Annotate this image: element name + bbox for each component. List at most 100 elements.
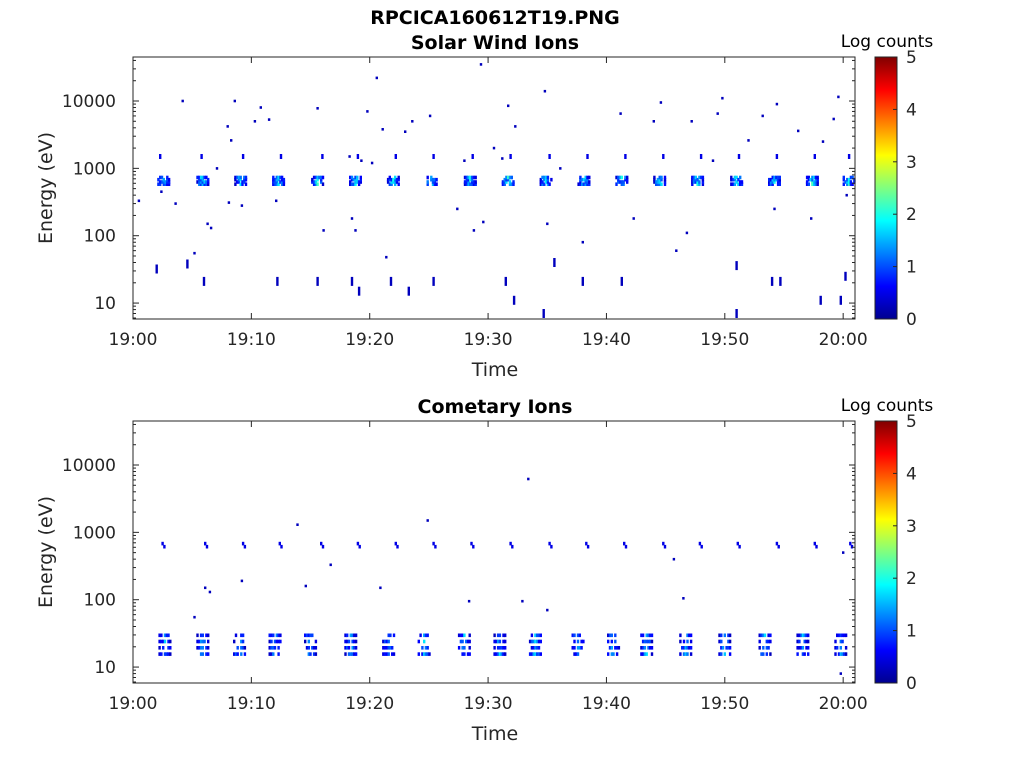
data-cell-main-band — [626, 180, 629, 184]
data-cell-main-band — [199, 182, 203, 186]
data-cell-700eV — [280, 544, 283, 549]
data-cell-low-band — [580, 646, 583, 650]
data-cell-main-band — [244, 182, 248, 186]
data-cell-main-band — [164, 182, 167, 186]
data-cell-low-band — [760, 633, 763, 638]
data-cell-main-band — [655, 182, 658, 186]
data-cell-main-band — [234, 175, 237, 180]
data-cell-low-band — [801, 652, 805, 656]
data-cell-main-band — [588, 180, 591, 184]
data-cell-scatter — [837, 95, 840, 99]
data-cell-low-band — [679, 639, 682, 644]
data-cell-low-energy — [512, 295, 516, 305]
data-cell-main-band — [314, 180, 318, 184]
data-cell-low-band — [839, 639, 842, 644]
data-cell-scatter — [467, 599, 471, 603]
data-cell-main-band — [618, 180, 622, 184]
data-cell-main-band — [846, 182, 849, 186]
data-cell-low-band — [205, 652, 208, 656]
data-cell-main-band — [778, 177, 781, 182]
data-cell-low-band — [504, 633, 507, 638]
data-cell-low-band — [841, 639, 844, 644]
data-cell-low-band — [758, 646, 761, 650]
data-cell-low-band — [688, 646, 691, 650]
data-cell-1500eV — [847, 154, 851, 159]
data-cell-low-band — [573, 646, 576, 650]
data-cell-main-band — [159, 180, 162, 184]
data-cell-main-band — [775, 175, 778, 180]
data-cell-low-band — [385, 646, 389, 650]
data-cell-main-band — [392, 177, 395, 182]
data-cell-1500eV — [624, 154, 627, 159]
data-cell-low-band — [607, 633, 610, 638]
data-cell-low-band — [351, 646, 354, 650]
data-cell-scatter — [810, 217, 813, 220]
data-cell-low-band — [466, 639, 470, 644]
data-cell-main-band — [546, 177, 550, 182]
data-cell-low-band — [532, 646, 535, 650]
data-cell-700eV — [585, 541, 588, 546]
data-cell-low-band — [839, 646, 842, 650]
data-cell-low-band — [720, 646, 723, 650]
data-cell-low-band — [498, 652, 502, 656]
data-cell-main-band — [733, 175, 737, 180]
data-cell-main-band — [394, 177, 397, 182]
data-cell-low-band — [614, 639, 617, 644]
data-cell-main-band — [472, 182, 476, 186]
data-cell-main-band — [241, 182, 244, 186]
data-cell-main-band — [691, 182, 694, 186]
data-cell-low-band — [463, 652, 466, 656]
data-cell-main-band — [814, 175, 818, 180]
data-cell-main-band — [359, 177, 362, 182]
data-cell-low-band — [647, 639, 650, 644]
panel-solar-wind: Solar Wind Ions 19:00 19:10 19:20 19:30 19:4… — [35, 32, 933, 381]
data-cell-main-band — [207, 182, 210, 186]
data-cell-low-band — [387, 652, 390, 656]
data-cell-main-band — [244, 177, 248, 182]
data-cell-low-band — [387, 633, 390, 638]
data-cell-main-band — [507, 177, 510, 182]
data-cell-low-band — [610, 646, 613, 650]
data-cell-low-band — [839, 633, 842, 638]
data-cell-low-band — [314, 652, 318, 656]
data-cell-main-band — [626, 177, 629, 182]
data-cell-main-band — [320, 180, 323, 184]
data-cell-low-band — [807, 646, 810, 650]
data-cell-main-band — [842, 182, 845, 186]
data-cell-low-band — [537, 633, 541, 638]
data-cell-main-band — [771, 177, 774, 182]
data-cell-main-band — [234, 182, 237, 186]
data-cell-main-band — [501, 182, 505, 186]
data-cell-low-band — [203, 639, 206, 644]
data-cell-low-band — [758, 633, 761, 638]
data-cell-scatter — [227, 201, 231, 204]
data-cell-low-band — [496, 639, 500, 644]
data-cell-main-band — [314, 182, 318, 186]
data-cell-low-band — [841, 652, 844, 656]
data-cell-low-band — [500, 646, 503, 650]
data-cell-low-band — [578, 646, 581, 650]
data-cell-low-band — [305, 646, 309, 650]
colorbar-tick-label: 2 — [906, 205, 917, 225]
data-cell-main-band — [350, 182, 354, 186]
data-cell-main-band — [816, 180, 819, 184]
x-tick-label: 20:00 — [819, 694, 868, 714]
data-cell-main-band — [773, 180, 776, 184]
data-cell-main-band — [272, 180, 275, 184]
data-cell-main-band — [626, 175, 629, 180]
data-cell-700eV — [394, 541, 397, 546]
data-cell-low-band — [354, 652, 358, 656]
data-cell-low-band — [201, 646, 204, 650]
data-cell-low-band — [798, 639, 801, 644]
data-cell-main-band — [157, 177, 160, 182]
data-cell-low-band — [843, 652, 846, 656]
data-cell-main-band — [735, 175, 738, 180]
data-cell-main-band — [811, 175, 814, 180]
colorbar-ticks-cometary: 0 1 2 3 4 5 — [893, 412, 917, 694]
data-cell-low-band — [272, 652, 275, 656]
data-cell-low-band — [689, 652, 693, 656]
data-cell-main-band — [653, 180, 656, 184]
data-cell-low-band — [767, 633, 770, 638]
data-cell-main-band — [771, 182, 774, 186]
data-cell-low-band — [351, 633, 354, 638]
